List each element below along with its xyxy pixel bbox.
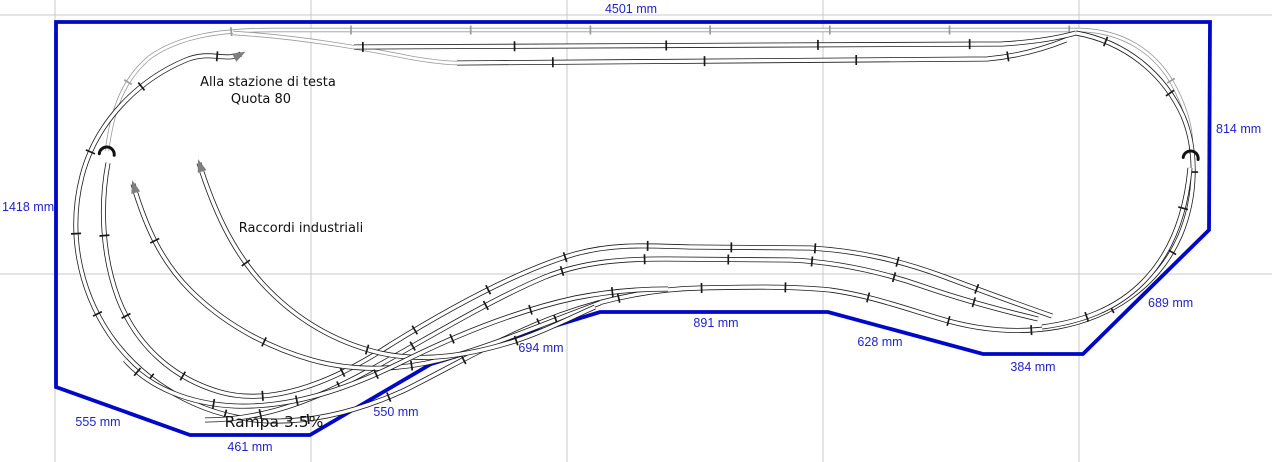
dimension-label-461: 461 mm xyxy=(227,440,272,454)
buffer-stop-right-icon xyxy=(1181,149,1200,162)
dimension-label-689: 689 mm xyxy=(1148,296,1193,310)
track-core xyxy=(352,31,1078,49)
dimension-label-891: 891 mm xyxy=(693,316,738,330)
track-ramp-line[interactable] xyxy=(205,259,1038,420)
dimension-label-628: 628 mm xyxy=(857,335,902,349)
continuation-arrow-siding2-icon xyxy=(197,159,207,173)
dimension-label-top: 4501 mm xyxy=(605,2,657,16)
dimension-label-384: 384 mm xyxy=(1010,360,1055,374)
dimension-label-right: 814 mm xyxy=(1216,122,1261,136)
dimension-label-694: 694 mm xyxy=(518,341,563,355)
dimension-label-left: 1418 mm xyxy=(2,200,54,214)
track-top-straight-1[interactable] xyxy=(354,33,1076,47)
continuation-arrow-siding1-icon xyxy=(131,180,141,194)
buffer-stop-left-icon xyxy=(97,145,116,157)
track-core xyxy=(203,257,1040,422)
annotation-station-line1: Alla stazione di testa xyxy=(200,75,336,90)
dimension-label-555: 555 mm xyxy=(75,415,120,429)
annotation-ramp: Rampa 3.5% xyxy=(225,413,324,431)
baseboard-outline[interactable] xyxy=(54,20,1212,437)
dimension-label-550: 550 mm xyxy=(373,405,418,419)
continuation-arrow-station-icon xyxy=(232,51,246,62)
annotation-sidings: Raccordi industriali xyxy=(239,221,363,236)
annotation-station-line2: Quota 80 xyxy=(231,92,291,107)
